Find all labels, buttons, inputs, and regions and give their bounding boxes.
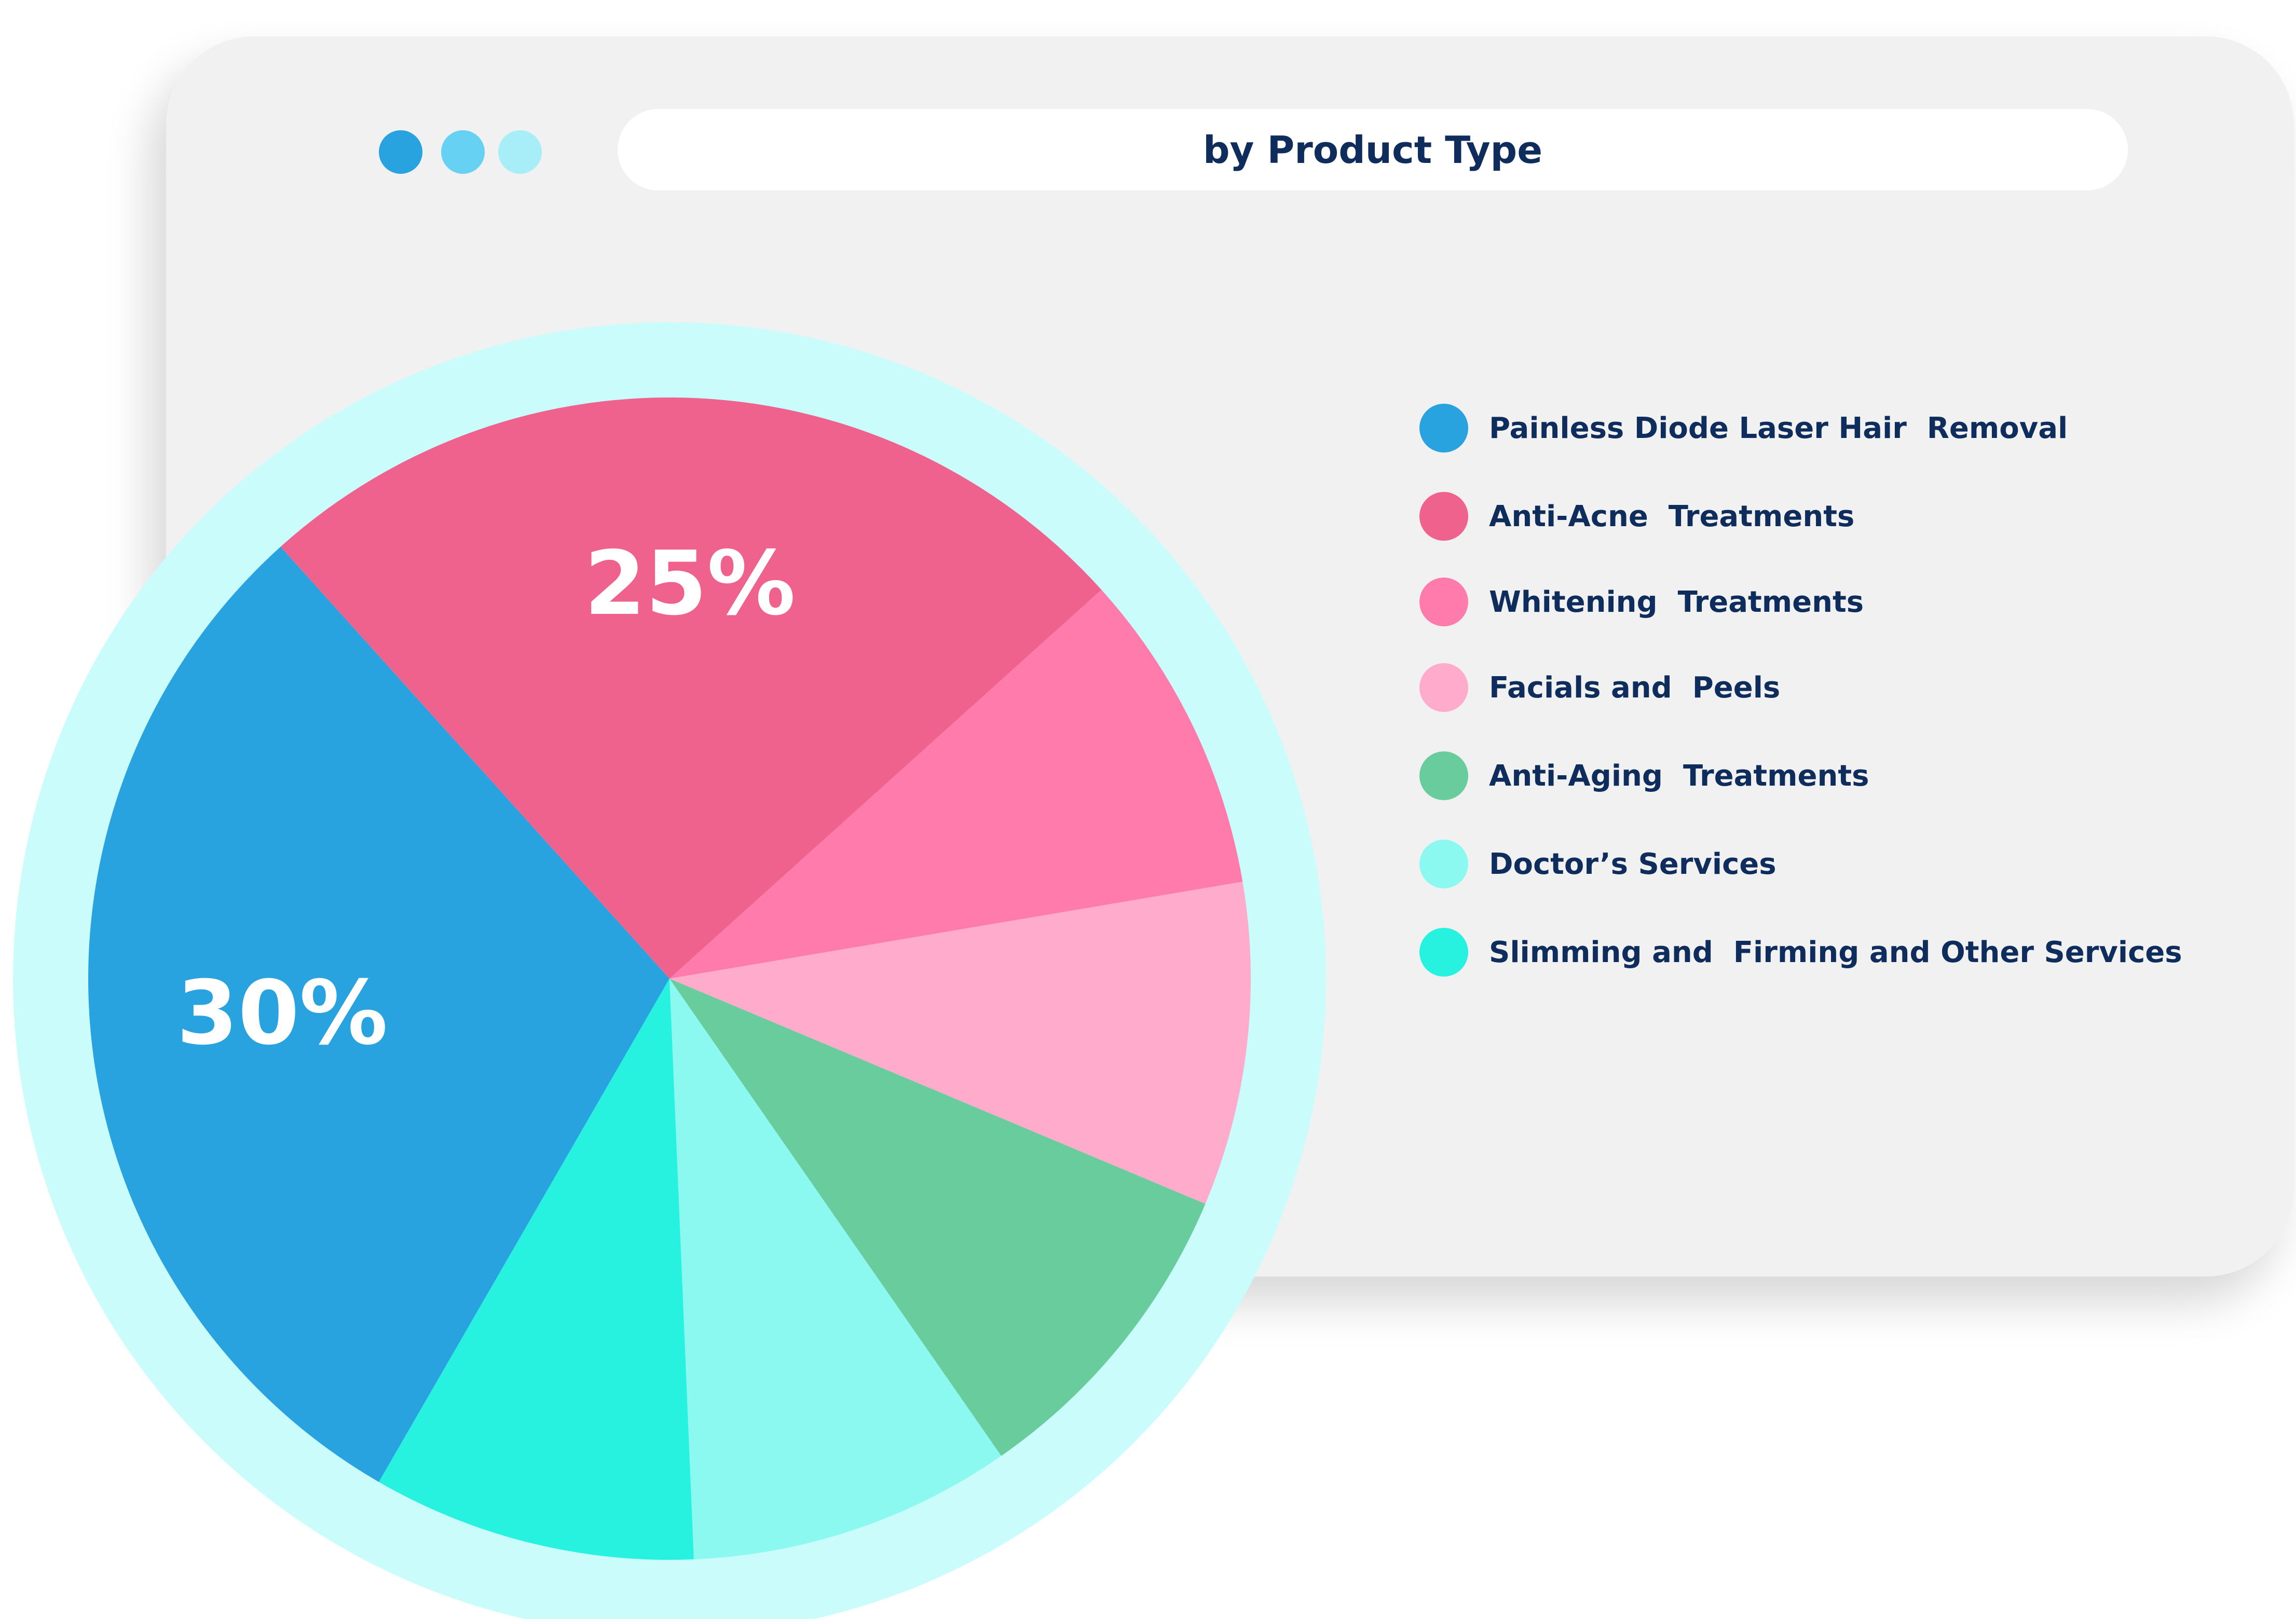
legend-item: Doctor’s Services (1419, 838, 1776, 890)
legend-item: Whitening Treatments (1419, 576, 1864, 628)
legend-label: Painless Diode Laser Hair Removal (1489, 411, 2068, 445)
pie-slice-4 (669, 882, 1251, 1204)
chart-title: by Product Type (1202, 128, 1543, 172)
pie-labels: 30% 25% (176, 532, 795, 1065)
pie-slices (88, 397, 1251, 1560)
legend-item: Anti-Acne Treatments (1419, 490, 1854, 542)
legend-swatch (1419, 578, 1468, 626)
window-dot-1[interactable] (379, 130, 422, 174)
chart-legend: Painless Diode Laser Hair Removal Anti-Ac… (1419, 0, 2250, 1038)
legend-label: Whitening Treatments (1489, 585, 1864, 619)
legend-item: Facials and Peels (1419, 662, 1780, 714)
legend-swatch (1419, 492, 1468, 541)
pie-slice-1 (88, 546, 669, 1482)
pie-slice-label-2: 25% (584, 532, 796, 635)
window-dot-2[interactable] (441, 130, 485, 174)
legend-swatch (1419, 928, 1468, 977)
legend-swatch (1419, 663, 1468, 712)
legend-swatch (1419, 751, 1468, 800)
window-title-bar: by Product Type (618, 109, 2128, 190)
pie-slice-7 (379, 979, 694, 1560)
pie-chart: 30% 25% (13, 322, 1326, 1619)
legend-item: Slimming and Firming and Other Services (1419, 926, 2182, 978)
legend-swatch (1419, 404, 1468, 452)
pie-slice-3 (669, 589, 1243, 979)
pie-slice-5 (669, 979, 1206, 1456)
legend-item: Anti-Aging Treatments (1419, 750, 1869, 802)
pie-slice-6 (669, 979, 1002, 1560)
legend-label: Anti-Acne Treatments (1489, 499, 1855, 533)
legend-label: Facials and Peels (1489, 670, 1781, 705)
legend-label: Anti-Aging Treatments (1489, 759, 1869, 793)
legend-label: Doctor’s Services (1489, 847, 1776, 881)
pie-slice-2 (280, 397, 1102, 979)
legend-label: Slimming and Firming and Other Services (1489, 935, 2182, 969)
pie-slice-label-1: 30% (176, 962, 388, 1065)
window-dot-3[interactable] (498, 130, 542, 174)
legend-item: Painless Diode Laser Hair Removal (1419, 402, 2068, 454)
legend-swatch (1419, 840, 1468, 888)
